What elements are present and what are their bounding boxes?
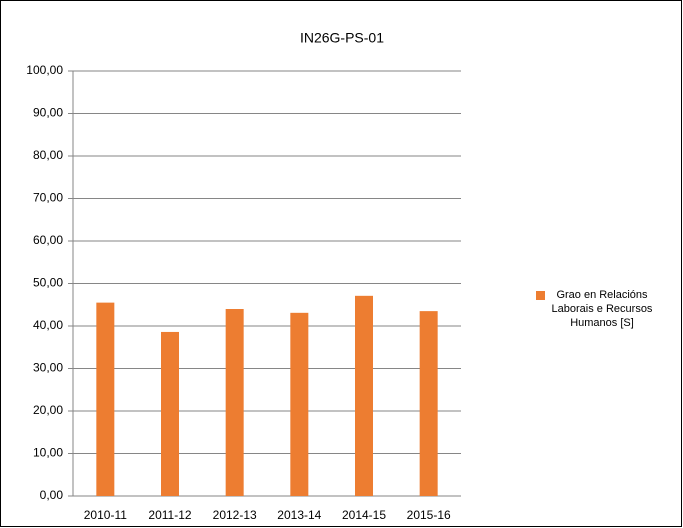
- y-tick-label: 40,00: [33, 318, 63, 332]
- y-tick-label: 0,00: [40, 488, 64, 502]
- x-tick-label: 2014-15: [342, 508, 386, 522]
- x-tick-label: 2013-14: [277, 508, 321, 522]
- y-tick-label: 70,00: [33, 191, 63, 205]
- x-tick-label: 2010-11: [84, 508, 127, 522]
- y-tick-label: 20,00: [33, 403, 63, 417]
- legend: Grao en Relacións Laborais e Recursos Hu…: [536, 288, 676, 330]
- x-tick-label: 2011-12: [148, 508, 191, 522]
- y-tick-label: 100,00: [26, 63, 63, 77]
- y-tick-label: 30,00: [33, 361, 63, 375]
- chart-title: IN26G-PS-01: [300, 30, 384, 46]
- y-tick-label: 10,00: [33, 446, 63, 460]
- bar: [161, 331, 179, 496]
- x-tick-label: 2012-13: [213, 508, 257, 522]
- legend-swatch: [536, 291, 545, 300]
- legend-label: Grao en Relacións Laborais e Recursos Hu…: [551, 289, 653, 329]
- y-tick-label: 80,00: [33, 148, 63, 162]
- bar: [355, 295, 373, 496]
- bar: [419, 311, 438, 496]
- bar: [96, 302, 115, 496]
- x-tick-label: 2015-16: [407, 508, 451, 522]
- bar: [225, 309, 244, 496]
- y-tick-label: 60,00: [33, 233, 63, 247]
- bar: [290, 312, 309, 496]
- y-tick-label: 90,00: [33, 106, 63, 120]
- y-tick-label: 50,00: [33, 276, 63, 290]
